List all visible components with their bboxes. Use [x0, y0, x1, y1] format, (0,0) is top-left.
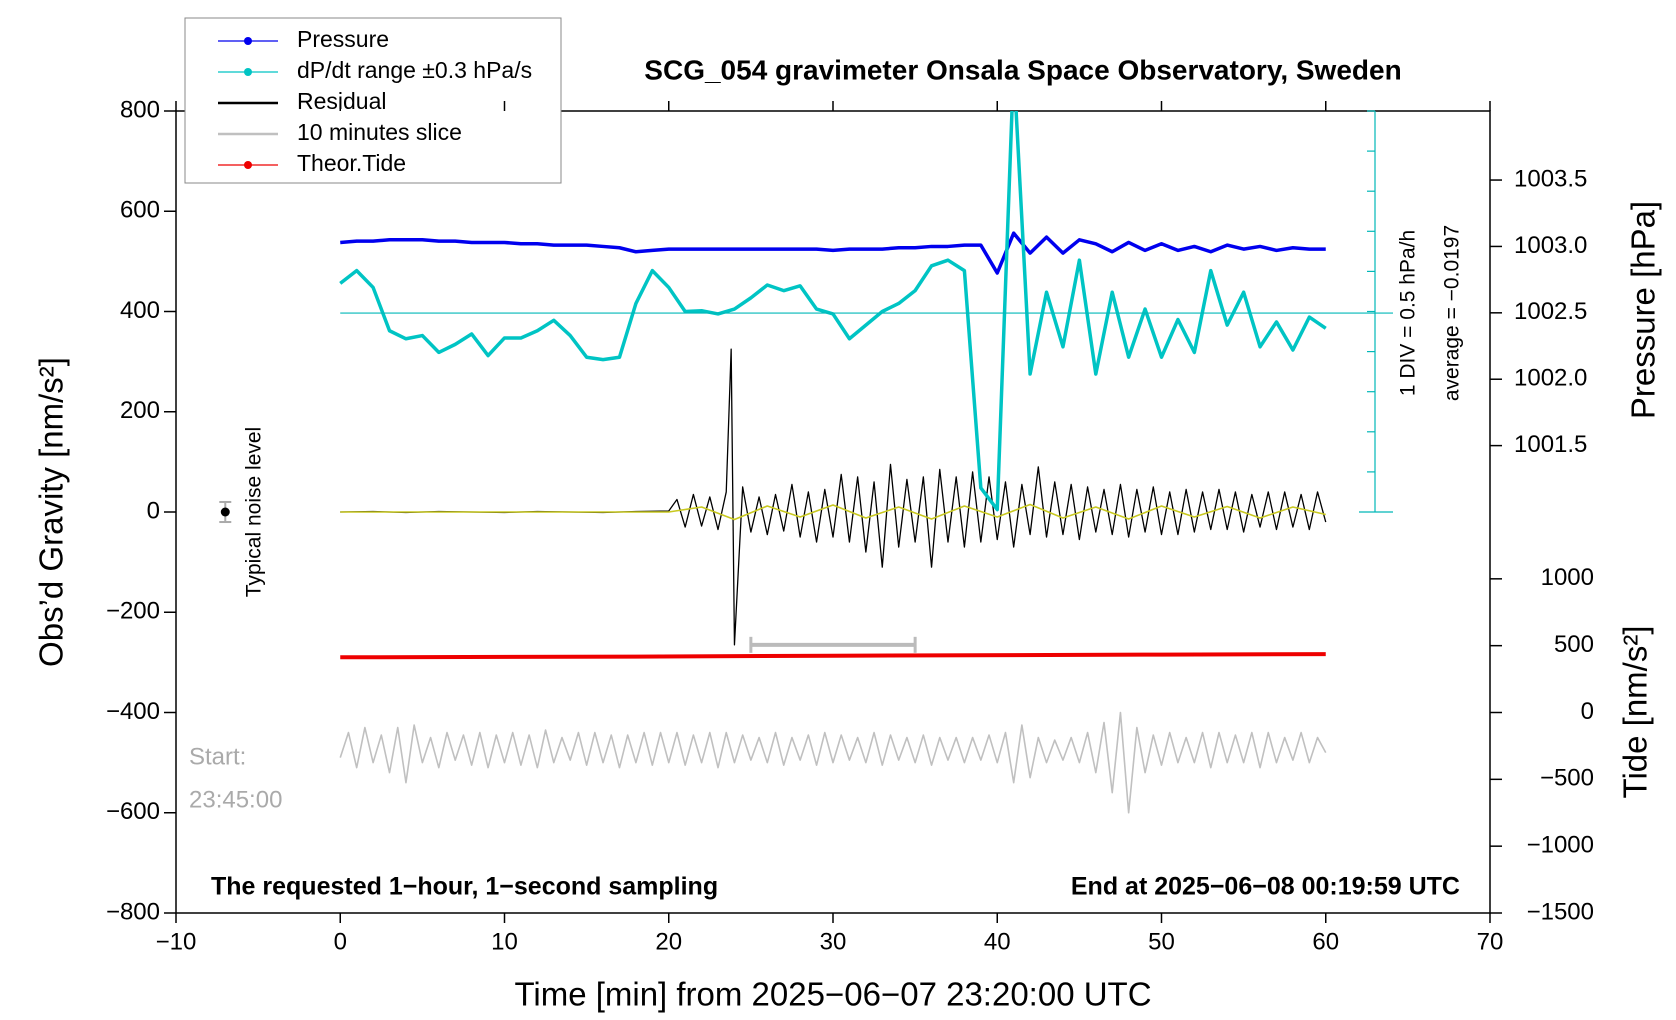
x-tick-label: 0 — [334, 928, 347, 955]
legend-box — [184, 17, 562, 184]
legend-label: Residual — [297, 88, 387, 114]
series-line — [340, 503, 1326, 521]
noise-annotation: Typical noise level — [243, 427, 266, 597]
x-tick-label: 30 — [820, 928, 847, 955]
series-line — [339, 711, 1327, 814]
y2-tick-label: 1002.0 — [1514, 365, 1587, 392]
legend-label: 10 minutes slice — [297, 119, 462, 145]
legend-label: Theor.Tide — [297, 150, 406, 176]
x-tick-label: 60 — [1312, 928, 1339, 955]
series-line — [340, 348, 1327, 646]
series-line — [340, 231, 1326, 275]
data-layer — [219, 111, 1327, 814]
legend-marker — [244, 68, 252, 76]
y-tick-label: 200 — [120, 397, 160, 424]
series-line — [340, 652, 1326, 660]
y3-axis-label: Tide [nm/s²] — [1617, 626, 1654, 799]
y3-tick-label: −500 — [1540, 765, 1594, 792]
y3-tick-label: 1000 — [1541, 564, 1594, 591]
y-tick-label: 600 — [120, 197, 160, 224]
y-axis-label: Obs’d Gravity [nm/s²] — [33, 357, 70, 667]
y3-tick-label: 0 — [1581, 698, 1594, 725]
x-tick-label: −10 — [156, 928, 197, 955]
x-tick-label: 70 — [1477, 928, 1504, 955]
legend-label: dP/dt range ±0.3 hPa/s — [297, 57, 532, 83]
legend-label: Pressure — [297, 26, 389, 52]
y-tick-label: 800 — [120, 96, 160, 123]
y-tick-label: 0 — [147, 497, 160, 524]
legend-marker — [244, 37, 252, 45]
y-tick-label: −800 — [106, 898, 160, 925]
y-tick-label: −400 — [106, 698, 160, 725]
y-tick-label: 400 — [120, 297, 160, 324]
x-axis-label: Time [min] from 2025−06−07 23:20:00 UTC — [514, 976, 1151, 1013]
end-note: End at 2025−06−08 00:19:59 UTC — [1071, 873, 1460, 901]
y-tick-label: −600 — [106, 798, 160, 825]
div-annotation: 1 DIV = 0.5 hPa/h — [1397, 230, 1420, 396]
start-label: Start: — [189, 743, 246, 770]
x-tick-label: 10 — [491, 928, 518, 955]
y-tick-label: −200 — [106, 598, 160, 625]
y2-tick-label: 1003.5 — [1514, 165, 1587, 192]
y2-tick-label: 1001.5 — [1514, 431, 1587, 458]
x-tick-label: 20 — [655, 928, 682, 955]
noise-point — [220, 507, 230, 517]
x-tick-label: 40 — [984, 928, 1011, 955]
legend-marker — [244, 161, 252, 169]
series-line — [339, 111, 1327, 512]
average-annotation: average = −0.0197 — [1441, 225, 1464, 401]
start-time: 23:45:00 — [189, 786, 282, 813]
y2-axis-label: Pressure [hPa] — [1625, 201, 1662, 419]
sampling-note: The requested 1−hour, 1−second sampling — [211, 873, 718, 901]
x-tick-label: 50 — [1148, 928, 1175, 955]
y2-tick-label: 1003.0 — [1514, 232, 1587, 259]
y2-tick-label: 1002.5 — [1514, 298, 1587, 325]
y3-tick-label: −1000 — [1527, 832, 1594, 859]
y3-tick-label: 500 — [1554, 631, 1594, 658]
y3-tick-label: −1500 — [1527, 898, 1594, 925]
chart-title: SCG_054 gravimeter Onsala Space Observat… — [644, 54, 1401, 85]
